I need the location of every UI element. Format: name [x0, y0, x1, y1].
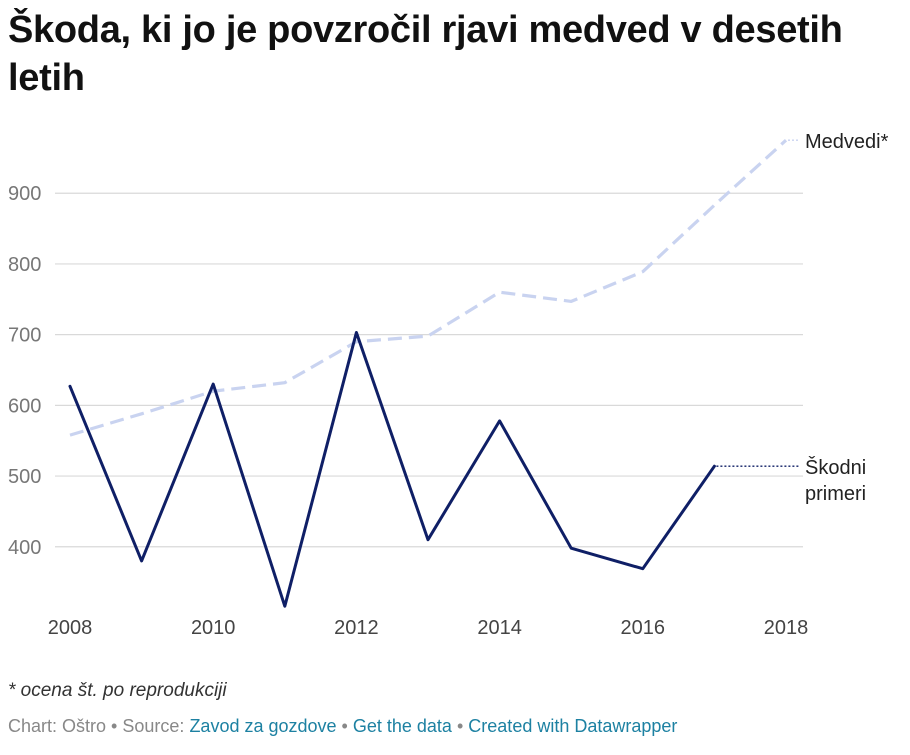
footer-separator: •	[456, 716, 464, 736]
chart-credit: Chart: Oštro	[8, 716, 107, 736]
footer-separator: •	[111, 716, 118, 736]
series-labels: Medvedi* Škodni primeri	[716, 131, 889, 505]
y-tick-label: 900	[8, 183, 41, 205]
series-lines	[68, 139, 788, 608]
y-tick-label: 700	[8, 325, 41, 347]
y-tick-label: 600	[8, 395, 41, 417]
x-axis-tick-labels: 2008 2010 2012 2014 2016 2018	[48, 617, 809, 639]
source-link[interactable]: Zavod za gozdove	[189, 716, 337, 736]
source-label: Source:	[122, 716, 185, 736]
y-tick-label: 500	[8, 466, 41, 488]
x-tick-label: 2012	[334, 617, 379, 639]
y-tick-label: 800	[8, 254, 41, 276]
footer-separator: •	[341, 716, 348, 736]
series-label: Škodni	[805, 456, 866, 479]
gridlines	[55, 192, 803, 548]
x-tick-label: 2014	[477, 617, 522, 639]
x-tick-label: 2016	[621, 617, 666, 639]
series-label: primeri	[805, 483, 866, 505]
chart-footer: Chart: Oštro • Source: Zavod za gozdove …	[8, 716, 677, 737]
x-tick-label: 2008	[48, 617, 93, 639]
x-tick-label: 2010	[191, 617, 236, 639]
datawrapper-link[interactable]: Created with Datawrapper	[468, 716, 678, 736]
y-axis-tick-labels: 400 500 600 700 800 900	[8, 183, 41, 559]
footnote: * ocena št. po reprodukciji	[8, 680, 227, 701]
y-tick-label: 400	[8, 537, 41, 559]
series-label: Medvedi*	[805, 131, 889, 153]
chart-title: Škoda, ki jo je povzročil rjavi medved v…	[8, 9, 843, 99]
medvedi-series-line	[69, 139, 788, 437]
skodni-primeri-series-line	[68, 331, 716, 608]
get-data-link[interactable]: Get the data	[352, 716, 452, 736]
x-tick-label: 2018	[764, 617, 809, 639]
